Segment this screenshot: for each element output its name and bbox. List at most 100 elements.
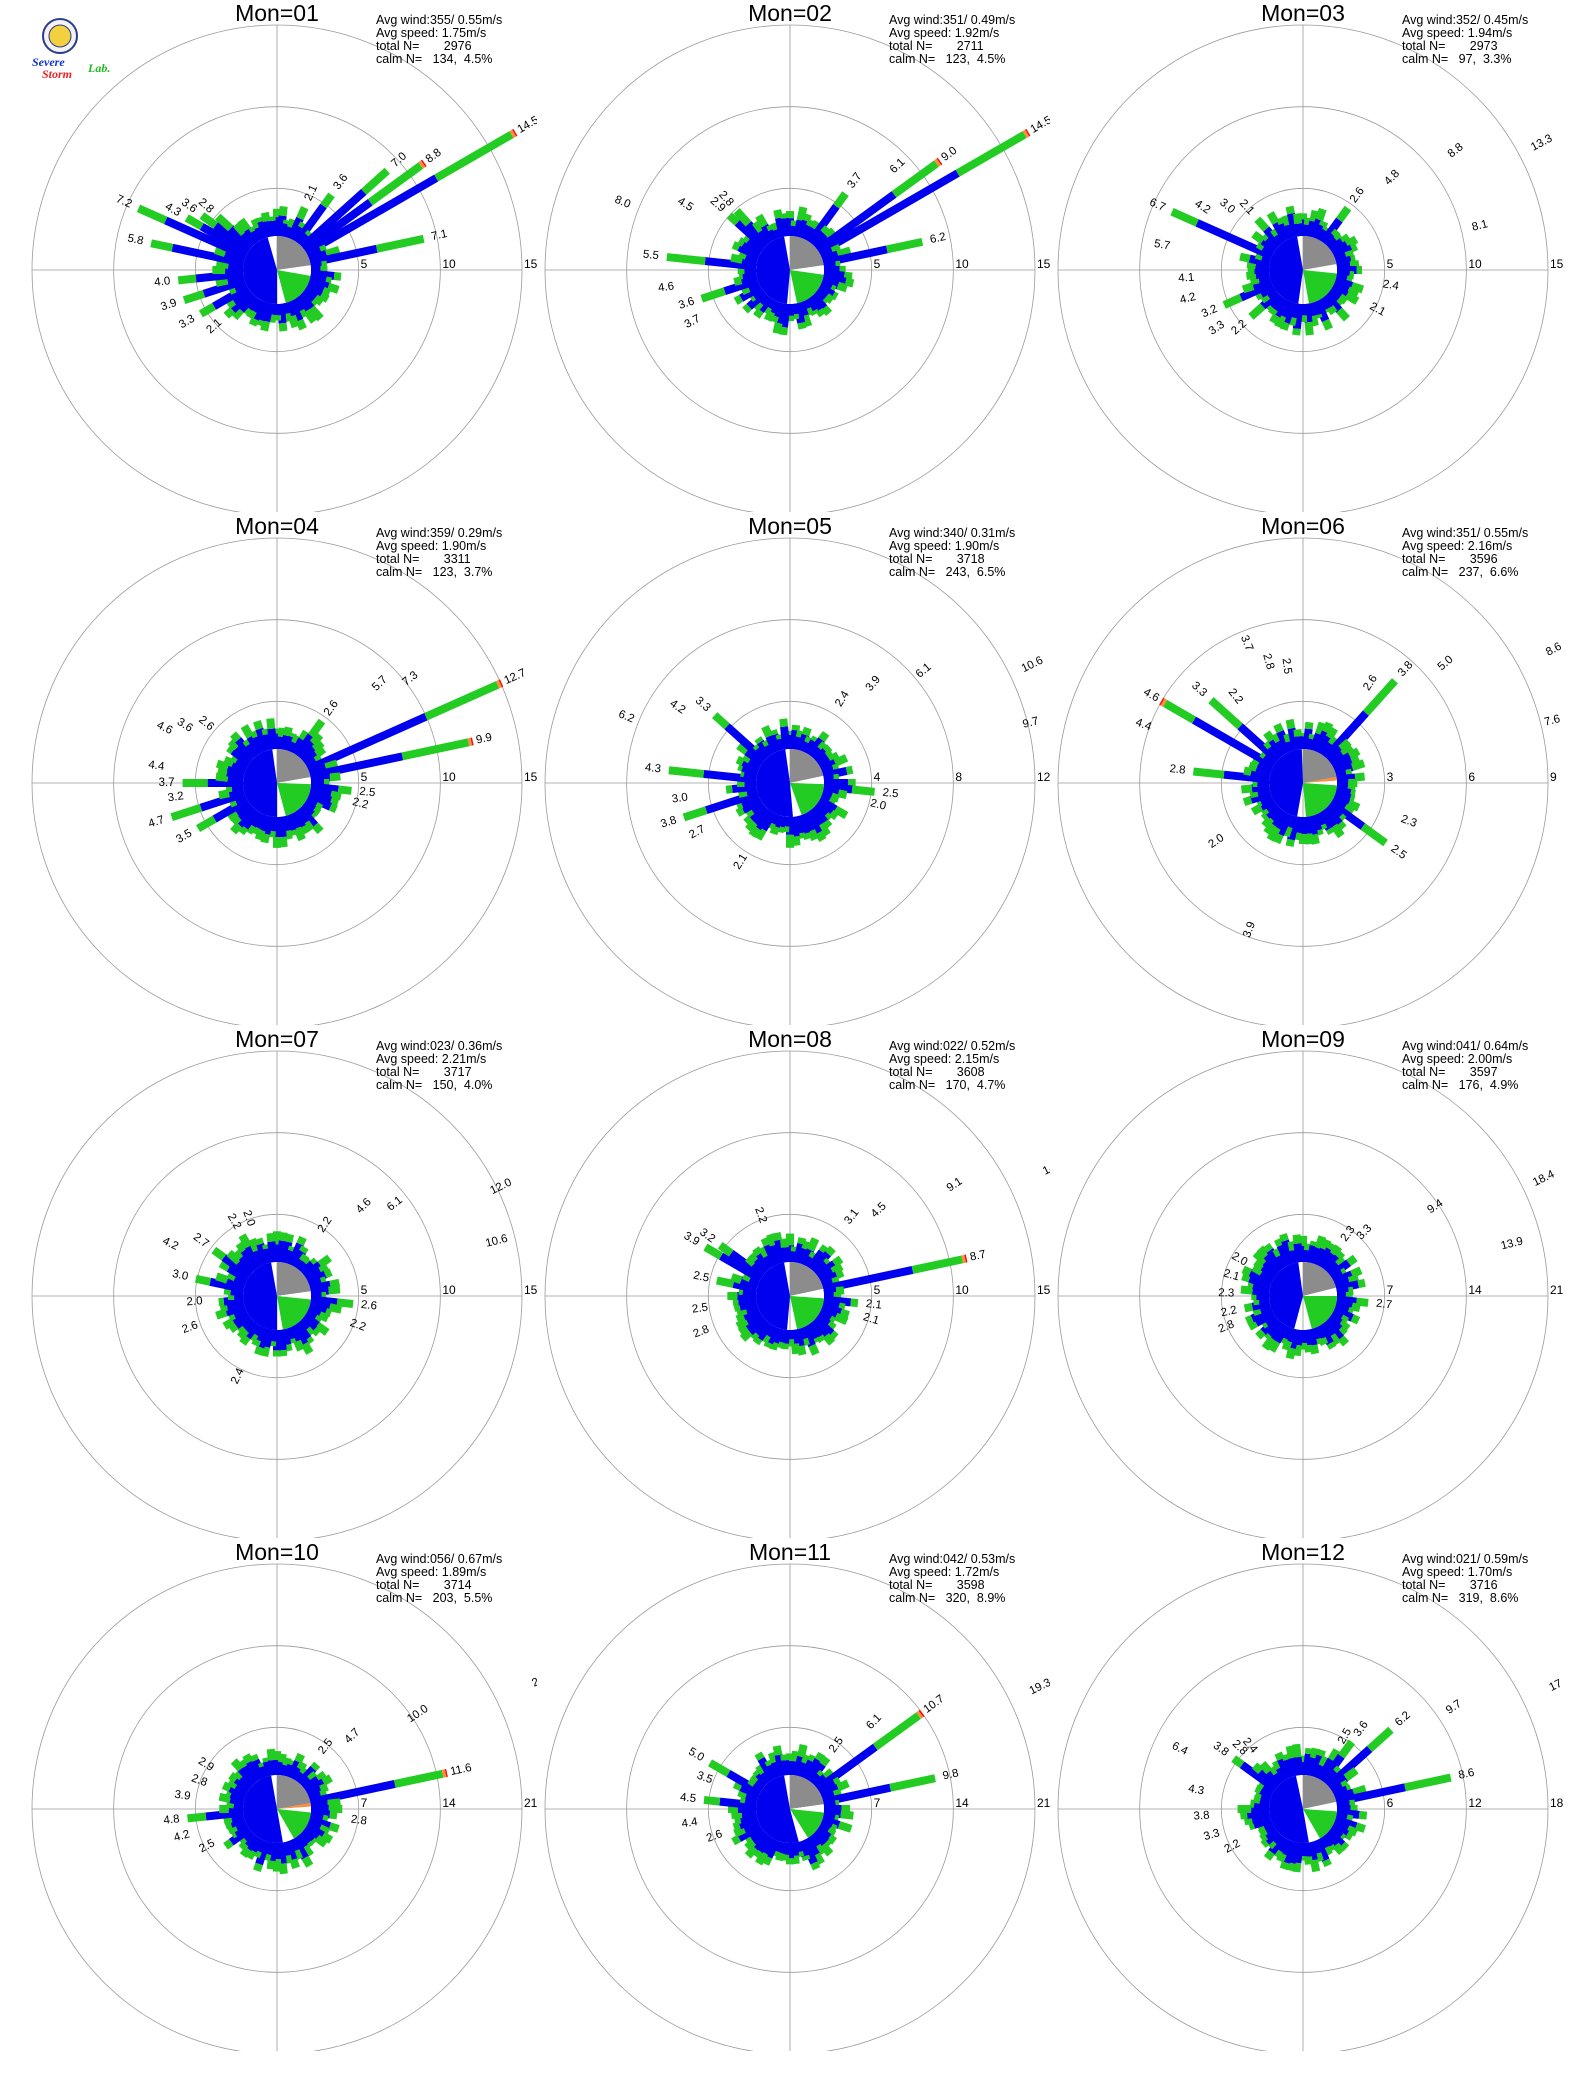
bar-value-label: 3.3 (693, 695, 713, 715)
bar-segment-green (1255, 1328, 1266, 1340)
ring-tick-label: 12 (1468, 1796, 1482, 1810)
bar-segment-green (801, 1754, 812, 1765)
bar-segment-green (1251, 230, 1266, 245)
stat-row-total-n: total N= 3717 (376, 1066, 502, 1079)
bar-segment-green (194, 1274, 212, 1286)
bar-segment-green (1279, 1861, 1290, 1871)
stat-row-avg-wind: Avg wind:352/ 0.45m/s (1402, 14, 1528, 27)
stat-value: 355/ 0.55m/s (429, 13, 503, 27)
bar-segment-blue (780, 1247, 791, 1263)
bar-segment-green (1272, 1848, 1283, 1859)
bar-segment-green (293, 1339, 305, 1352)
bar-segment-green (851, 785, 875, 796)
bar-segment-blue (302, 198, 373, 254)
calm-sector-green (1303, 783, 1337, 817)
bar-segment-green (136, 204, 168, 225)
bar-segment-green (1272, 1246, 1284, 1258)
bar-segment-green (835, 1286, 845, 1296)
stat-value: 237, 6.6% (1448, 565, 1519, 579)
bar-segment-green (215, 1272, 229, 1284)
bar-segment-blue (1239, 280, 1274, 302)
bar-segment-green (312, 294, 325, 306)
ring-tick-label: 5 (874, 257, 881, 271)
bar-segment-green (730, 1273, 743, 1284)
bar-segment-green (219, 1302, 228, 1312)
stat-label: total N= (1402, 552, 1446, 566)
stat-label: total N= (1402, 39, 1446, 53)
bar-value-label: 2.2 (1220, 1304, 1238, 1319)
bar-segment-green (226, 809, 239, 822)
stat-value: 1.89m/s (438, 1565, 487, 1579)
ring-tick-label: 15 (524, 770, 537, 784)
bar-segment-green (1208, 697, 1243, 730)
bar-segment-green (1247, 761, 1258, 772)
bar-segment-green (732, 1821, 741, 1832)
bar-segment-green (766, 821, 776, 830)
bar-value-label: 2.8 (1260, 652, 1276, 671)
bar-value-label: 2.5 (882, 787, 899, 801)
grid-ring (1057, 24, 1549, 512)
bar-value-label: 3.3 (1189, 680, 1209, 700)
stat-row-avg-speed: Avg speed: 1.75m/s (376, 27, 502, 40)
bar-segment-green (767, 1751, 779, 1764)
bar-segment-green (812, 1852, 825, 1866)
panel-title: Mon=02 (748, 0, 832, 26)
stat-label: total N= (376, 39, 420, 53)
bar-value-label: 5.8 (126, 232, 144, 247)
grid-ring (113, 619, 441, 947)
stat-row-total-n: total N= 3716 (1402, 1579, 1528, 1592)
bar-segment-green (223, 307, 236, 319)
bar-segment-green (1241, 1272, 1251, 1283)
bar-segment-green (1281, 825, 1293, 838)
bar-segment-green (1337, 1319, 1351, 1333)
bar-segment-green (1303, 217, 1313, 226)
stat-label: Avg wind: (376, 526, 430, 540)
ring-tick-label: 18 (1550, 1796, 1563, 1810)
bar-value-label: 3.3 (177, 313, 197, 331)
bar-segment-green (324, 759, 339, 772)
bar-segment-green (242, 737, 253, 747)
bar-segment-green (1347, 1274, 1360, 1285)
bar-value-label: 4.4 (1134, 717, 1154, 734)
grid-ring (544, 24, 1036, 512)
bar-segment-green (814, 1751, 826, 1762)
bar-segment-green (218, 1297, 225, 1307)
bar-segment-green (1304, 321, 1314, 336)
wind-rose-panel: 7 14 21 19.3 10.7 9.8 6.1 2.5 5.0 3.5 4.5 4.4 2.6 Mon… (530, 1539, 1050, 2051)
stat-row-avg-wind: Avg wind:359/ 0.29m/s (376, 527, 502, 540)
calm-sector-orange (1303, 777, 1337, 783)
stat-label: Avg speed: (889, 1052, 952, 1066)
bar-segment-green (237, 1835, 248, 1845)
bar-segment-green (321, 286, 332, 298)
bar-value-label: 6.1 (864, 1712, 884, 1732)
bar-segment-green (309, 298, 319, 308)
stat-row-avg-wind: Avg wind:351/ 0.49m/s (889, 14, 1015, 27)
bar-segment-green (758, 1245, 771, 1259)
bar-segment-green (1349, 260, 1360, 270)
bar-segment-green (1350, 1266, 1363, 1278)
bar-segment-green (301, 1844, 314, 1858)
bar-segment-green (836, 246, 852, 259)
grid-ring (1057, 1050, 1549, 1538)
bar-segment-green (735, 800, 744, 811)
stat-label: calm N= (1402, 52, 1449, 66)
bar-segment-green (732, 1780, 743, 1791)
calm-sector-green (790, 1296, 824, 1330)
bar-segment-green (1267, 306, 1278, 317)
stat-value: 056/ 0.67m/s (429, 1552, 503, 1566)
bar-segment-blue (212, 796, 250, 823)
stat-label: Avg speed: (376, 1052, 439, 1066)
bar-segment-green (1318, 1755, 1330, 1768)
bar-segment-green (1292, 1862, 1302, 1873)
bar-segment-green (218, 1792, 232, 1803)
bar-segment-green (262, 1756, 271, 1763)
bar-value-label: 2.4 (1382, 278, 1400, 293)
stat-value: 3311 (419, 552, 471, 566)
bar-segment-green (248, 1237, 261, 1253)
stat-row-calm-n: calm N= 319, 8.6% (1402, 1592, 1528, 1605)
bar-segment-green (1244, 1314, 1254, 1325)
stat-row-avg-speed: Avg speed: 1.90m/s (376, 540, 502, 553)
stat-value: 041/ 0.64m/s (1455, 1039, 1529, 1053)
bar-segment-green (752, 300, 764, 312)
grid-ring (31, 537, 523, 1025)
